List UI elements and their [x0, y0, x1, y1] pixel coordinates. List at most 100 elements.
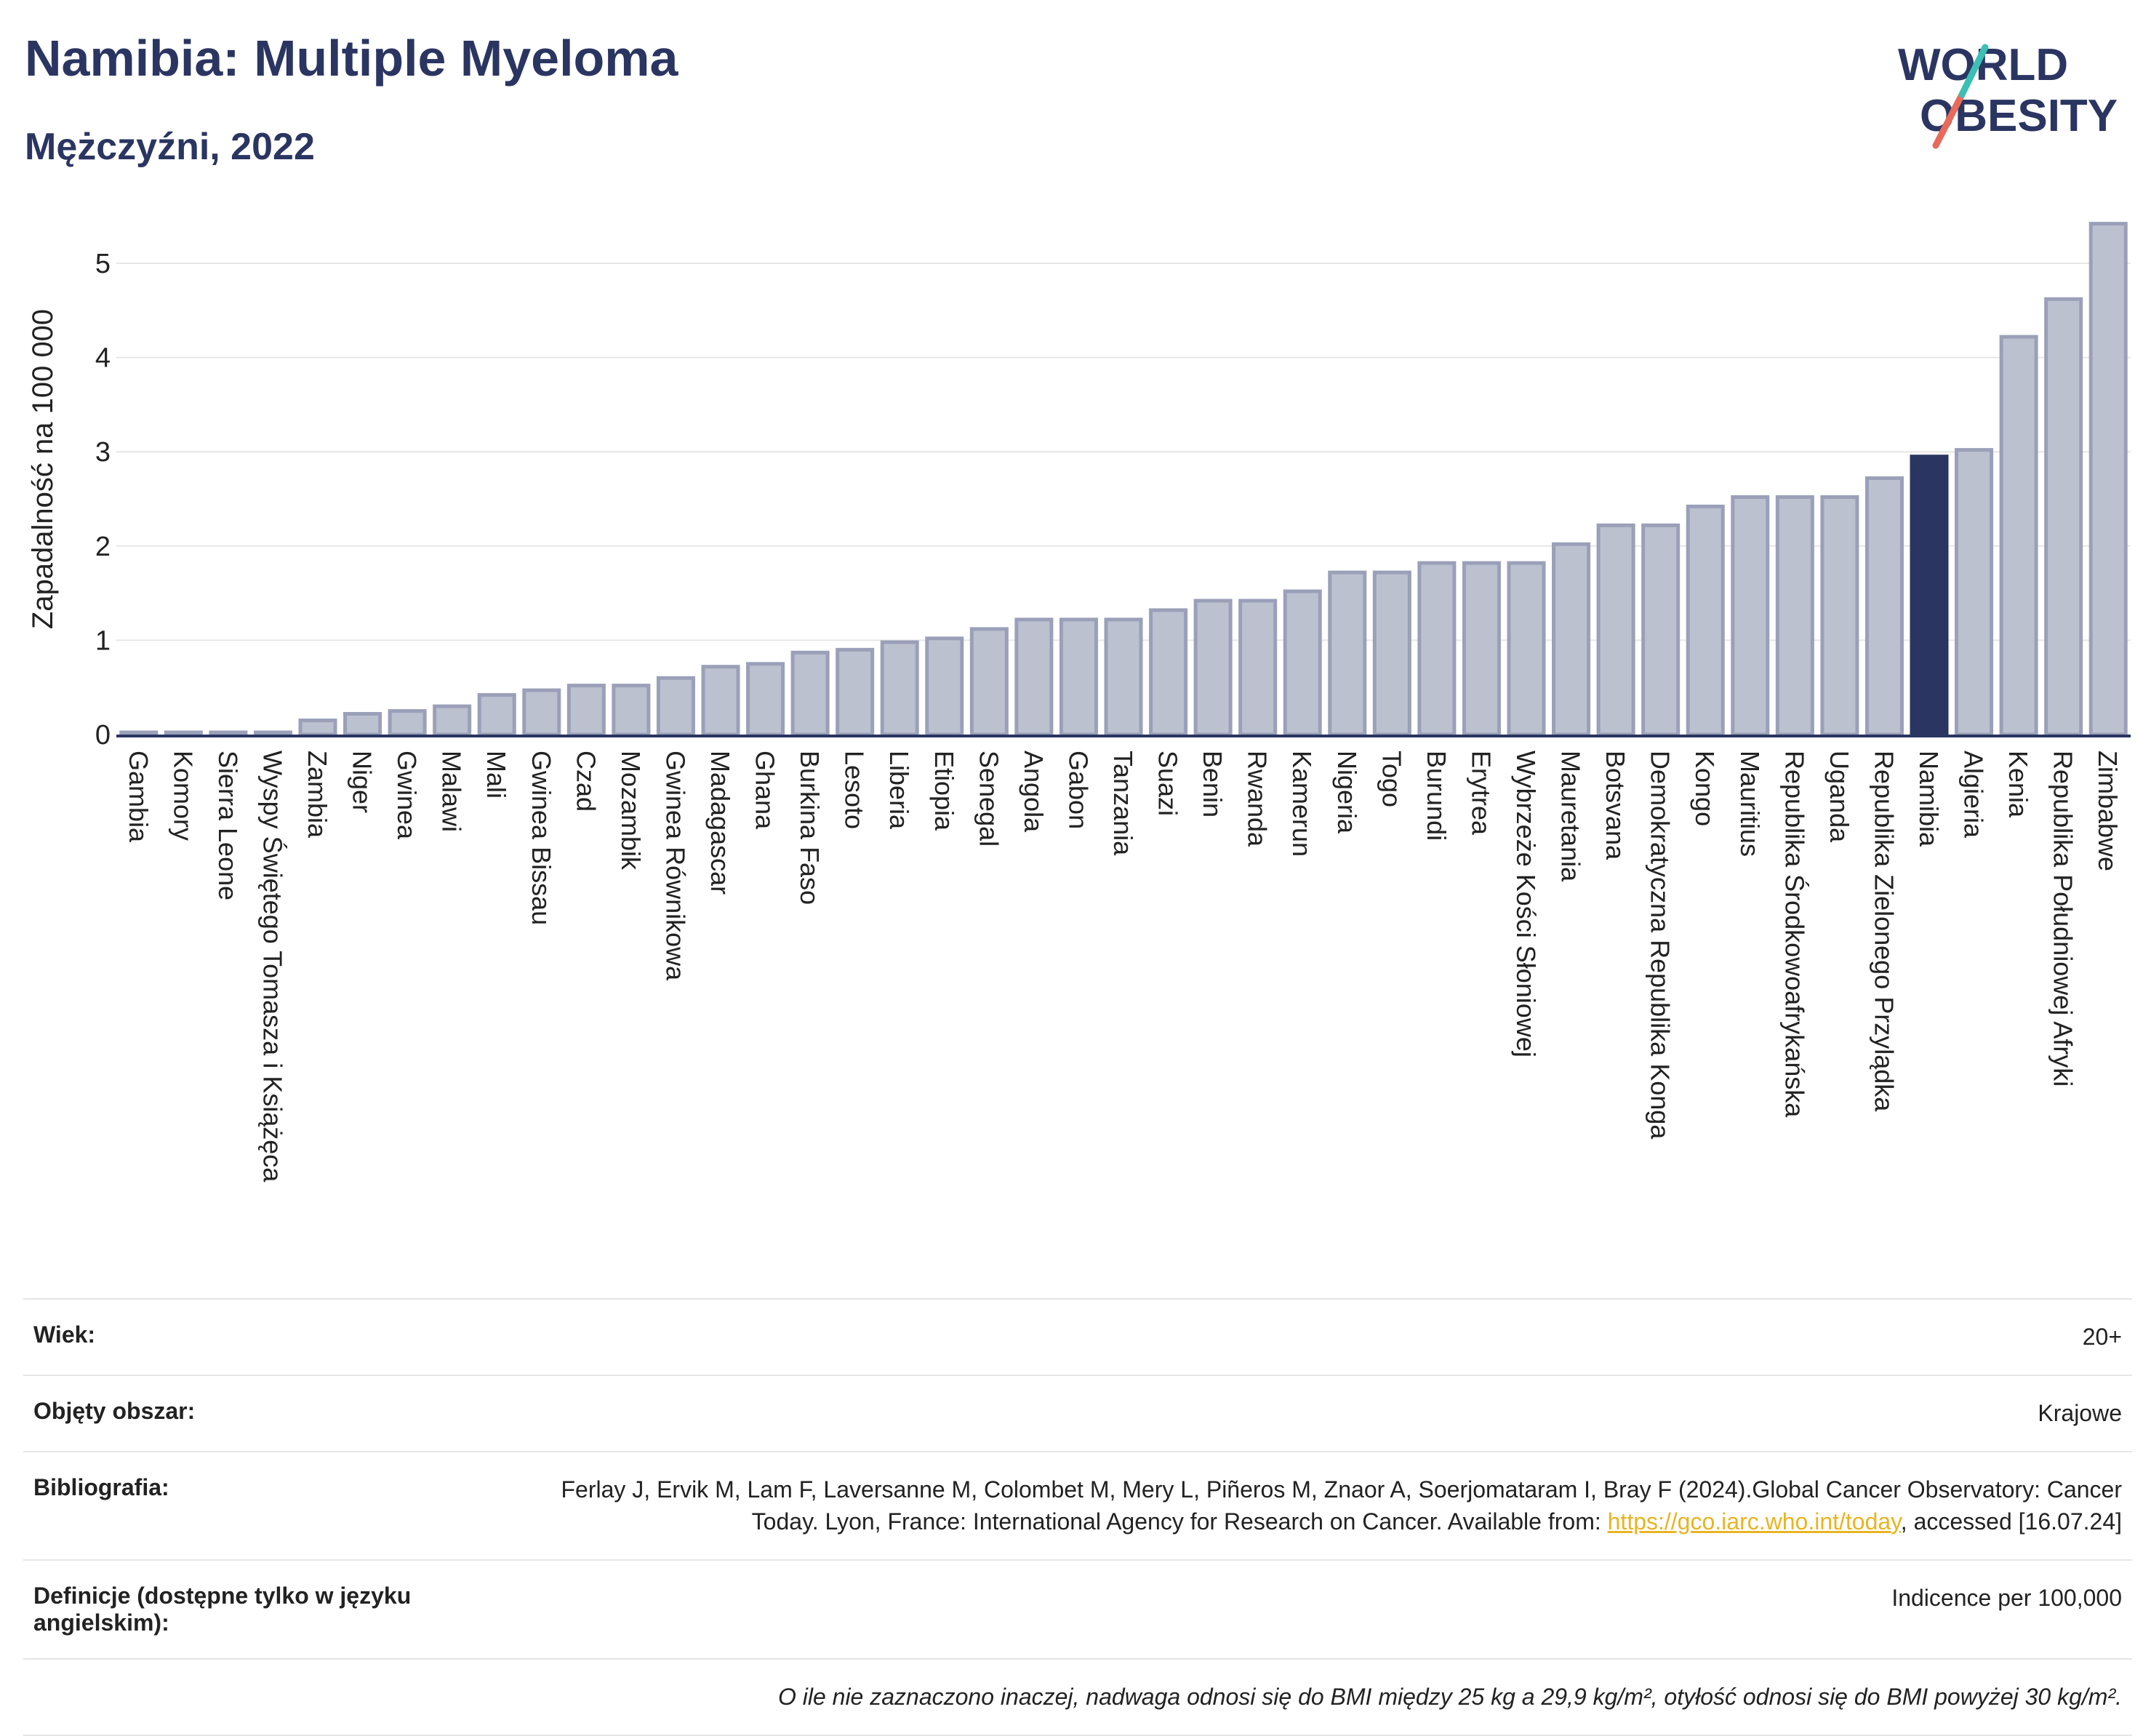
x-tick-label: Senegal: [974, 751, 1004, 847]
bibliography-label: Bibliografia:: [33, 1474, 169, 1501]
x-tick-label: Burkina Faso: [795, 751, 825, 905]
x-tick-label: Nigeria: [1332, 751, 1362, 834]
bars: [119, 222, 2128, 737]
coverage-label: Objęty obszar:: [33, 1398, 196, 1425]
x-tick-label: Liberia: [884, 751, 914, 830]
bar-republika-zielonego-przylądka: [1864, 476, 1904, 737]
y-axis-ticks: 0 1 2 3 4 5: [95, 249, 111, 751]
info-row-note: O ile nie zaznaczono inaczej, nadwaga od…: [23, 1657, 2132, 1736]
x-tick-label: Malawi: [437, 751, 467, 832]
world-obesity-logo: WORLD OBESITY: [1898, 40, 2118, 149]
x-tick-label: Botsvana: [1601, 751, 1630, 860]
y-axis-label: Zapadalność na 100 000: [27, 309, 59, 629]
bar-malawi: [433, 704, 472, 737]
bar-gabon: [1059, 617, 1098, 737]
x-tick-label: Kenia: [2003, 751, 2033, 818]
x-tick-label: Sierra Leone: [213, 751, 243, 900]
bar-botsvana: [1596, 523, 1635, 737]
bar-tanzania: [1104, 617, 1143, 737]
bar-namibia: [1910, 455, 1949, 737]
bar-madagascar: [701, 665, 740, 737]
bar-uganda: [1820, 495, 1859, 737]
bar-mauritius: [1731, 495, 1770, 737]
x-tick-label: Wybrzeże Kości Słoniowej: [1511, 751, 1541, 1057]
bar-mauretania: [1552, 542, 1591, 737]
x-tick-label: Madagascar: [705, 751, 735, 895]
bar-komory: [164, 730, 203, 737]
bar-ghana: [746, 662, 785, 737]
bar-chart: 0 1 2 3 4 5 Gambia Komory Sierra Leone Wyspy Świ…: [27, 222, 2131, 1183]
bar-sierra-leone: [209, 730, 248, 737]
x-tick-label: Republika Zielonego Przylądka: [1869, 751, 1899, 1112]
x-tick-label: Demokratyczna Republika Konga: [1646, 751, 1675, 1140]
x-tick-label: Erytrea: [1466, 751, 1496, 836]
bibliography-link[interactable]: https://gco.iarc.who.int/today: [1607, 1508, 1901, 1535]
bar-wybrzeże-kości-słoniowej: [1507, 561, 1546, 737]
bibliography-tail: , accessed [16.07.24]: [1900, 1508, 2122, 1535]
x-tick-label: Togo: [1377, 751, 1406, 807]
x-tick-label: Algieria: [1959, 751, 1989, 839]
y-tick-label: 3: [95, 437, 111, 468]
x-tick-label: Gambia: [124, 751, 153, 843]
x-tick-label: Wyspy Świętego Tomasza i Książęca: [257, 751, 288, 1183]
y-tick-label: 4: [95, 343, 111, 374]
bar-gwinea-bissau: [522, 688, 561, 737]
coverage-value: Krajowe: [2038, 1400, 2122, 1427]
bar-niger: [343, 711, 382, 737]
x-tick-label: Burundi: [1422, 751, 1451, 841]
x-tick-label: Namibia: [1914, 751, 1944, 847]
x-tick-label: Mauretania: [1556, 751, 1586, 882]
info-row-definitions: Definicje (dostępne tylko w języku angie…: [23, 1559, 2132, 1658]
x-tick-label: Niger: [348, 751, 377, 813]
bar-rwanda: [1238, 599, 1278, 737]
bar-kenia: [1999, 335, 2038, 737]
bar-demokratyczna-republika-konga: [1641, 523, 1681, 737]
x-tick-label: Mauritius: [1735, 751, 1765, 857]
bar-gambia: [119, 730, 159, 737]
bibliography-text: Ferlay J, Ervik M, Lam F, Laversanne M, …: [561, 1476, 2122, 1535]
bar-kongo: [1686, 504, 1725, 737]
bar-suazi: [1149, 608, 1188, 737]
obesity-note: O ile nie zaznaczono inaczej, nadwaga od…: [777, 1683, 2122, 1710]
y-tick-label: 2: [95, 532, 111, 562]
x-tick-label: Republika Środkowoafrykańska: [1779, 751, 1810, 1118]
x-tick-label: Zimbabwe: [2093, 751, 2123, 871]
y-tick-label: 0: [95, 720, 111, 751]
bar-burundi: [1417, 561, 1457, 737]
bar-republika-środkowoafrykańska: [1775, 495, 1814, 737]
info-table: Wiek: 20+ Objęty obszar: Krajowe Bibliog…: [23, 1298, 2132, 1736]
info-row-coverage: Objęty obszar: Krajowe: [23, 1375, 2132, 1451]
info-row-bibliography: Bibliografia: Ferlay J, Ervik M, Lam F, …: [23, 1451, 2132, 1559]
x-tick-label: Rwanda: [1243, 751, 1273, 847]
x-tick-label: Zambia: [303, 751, 332, 839]
x-tick-label: Kamerun: [1287, 751, 1317, 857]
bar-zambia: [298, 719, 337, 737]
x-tick-label: Kongo: [1690, 751, 1720, 826]
definitions-label: Definicje (dostępne tylko w języku angie…: [33, 1582, 412, 1636]
definitions-value: Indicence per 100,000: [1891, 1584, 2122, 1611]
x-tick-label: Czad: [571, 751, 601, 812]
x-tick-label: Gwinea Równikowa: [660, 751, 690, 981]
x-tick-label: Republika Południowej Afryki: [2048, 751, 2078, 1087]
x-tick-label: Suazi: [1153, 751, 1183, 816]
x-tick-label: Gabon: [1063, 751, 1093, 829]
bar-etiopia: [925, 636, 964, 737]
x-tick-label: Lesoto: [840, 751, 870, 829]
bar-senegal: [969, 627, 1009, 737]
x-tick-label: Angola: [1019, 751, 1049, 833]
x-tick-label: Gwinea Bissau: [526, 751, 556, 925]
age-value: 20+: [2082, 1324, 2122, 1350]
x-tick-label: Gwinea: [392, 751, 422, 840]
bar-algieria: [1955, 448, 1994, 737]
page-subtitle: Mężczyźni, 2022: [25, 126, 315, 168]
y-tick-label: 5: [95, 249, 111, 279]
x-tick-label: Ghana: [750, 751, 780, 830]
bar-togo: [1372, 570, 1411, 737]
bar-gwinea-równikowa: [656, 676, 695, 737]
x-tick-label: Mozambik: [616, 751, 646, 871]
x-tick-label: Komory: [168, 751, 198, 841]
x-tick-label: Tanzania: [1108, 751, 1138, 856]
bar-mozambik: [612, 684, 651, 737]
y-tick-label: 1: [95, 625, 111, 656]
x-tick-label: Mali: [481, 751, 511, 799]
